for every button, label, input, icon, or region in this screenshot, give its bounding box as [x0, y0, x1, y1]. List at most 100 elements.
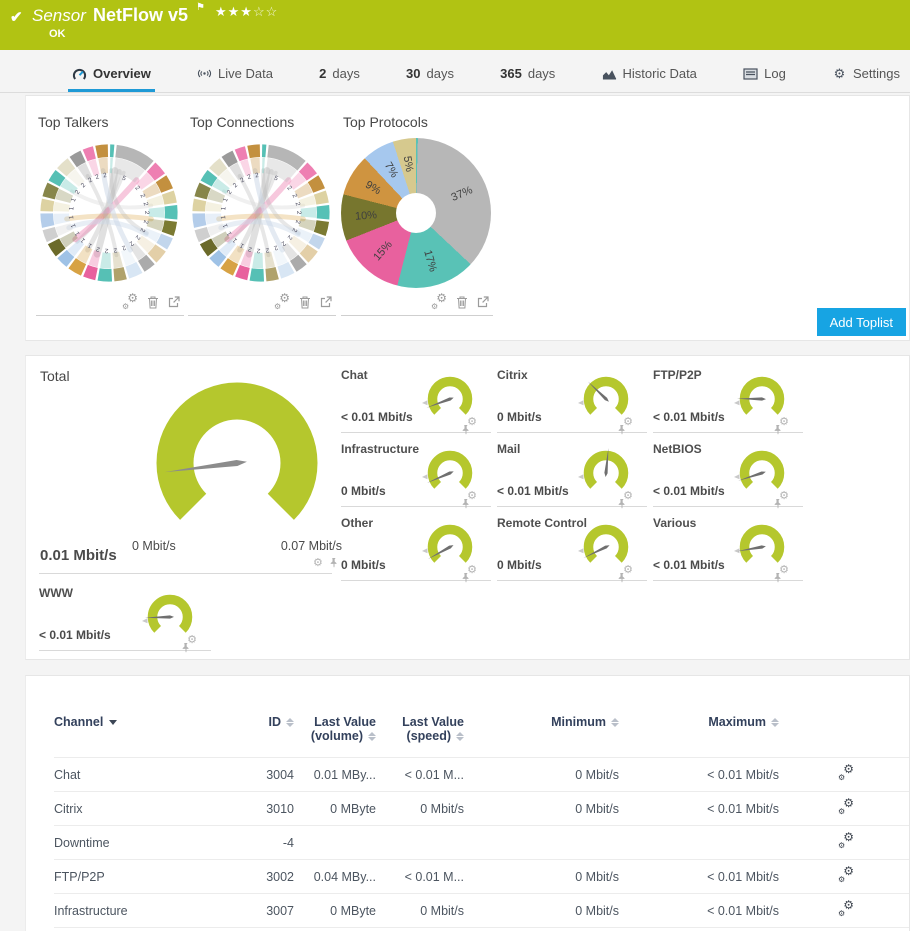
sort-desc-icon: [109, 720, 118, 726]
gauge-settings-icon[interactable]: ⚙: [467, 564, 477, 576]
overview-icon: [72, 66, 87, 81]
cell-id: 3007: [239, 893, 294, 928]
pie-slice-label: 7%: [381, 160, 400, 180]
svg-text:1: 1: [231, 236, 239, 244]
svg-text:1: 1: [220, 215, 227, 220]
stars-filled: ★★★: [215, 4, 253, 19]
cell-minimum: [464, 825, 619, 860]
svg-text:1: 1: [68, 215, 75, 220]
svg-text:2: 2: [294, 219, 302, 225]
gauge-settings-icon[interactable]: ⚙: [779, 564, 789, 576]
channel-settings-icon[interactable]: ⚙ ⚙: [838, 830, 854, 850]
svg-text:2: 2: [265, 246, 270, 254]
cell-last-speed: < 0.01 M...: [376, 757, 464, 792]
gauge-settings-icon[interactable]: ⚙: [779, 490, 789, 502]
gauge-pin-icon[interactable]: [329, 557, 339, 569]
column-header-minimum[interactable]: Minimum: [464, 711, 619, 758]
channel-settings-icon[interactable]: ⚙ ⚙: [838, 796, 854, 816]
tab-settings[interactable]: ⚙ Settings: [833, 66, 900, 81]
gauge-card-icons: ⚙: [618, 416, 639, 435]
gauge-card-chart: [142, 594, 193, 633]
gauge-card-title: Mail: [497, 442, 521, 456]
historic-data-icon: [602, 66, 617, 81]
table-row-infrastructure[interactable]: Infrastructure 3007 0 MByte 0 Mbit/s 0 Mbit/…: [54, 893, 909, 928]
channel-settings-icon[interactable]: ⚙ ⚙: [838, 762, 854, 782]
table-row-citrix[interactable]: Citrix 3010 0 MByte 0 Mbit/s 0 Mbit/s < 0.01 …: [54, 791, 909, 826]
gauge-card-chart: [422, 376, 473, 415]
gauge-card-value: 0 Mbit/s: [497, 410, 542, 424]
gauge-card-title: Citrix: [497, 368, 528, 382]
protocols-pie: 37% 17% 15% 10% 9% 7% 5%: [341, 138, 491, 288]
open-in-new-window-icon[interactable]: [320, 296, 332, 308]
gauge-settings-icon[interactable]: ⚙: [623, 416, 633, 428]
gauge-settings-icon[interactable]: ⚙: [623, 490, 633, 502]
open-in-new-window-icon[interactable]: [168, 296, 180, 308]
gauge-card-value: < 0.01 Mbit/s: [653, 484, 725, 498]
svg-text:2: 2: [226, 188, 234, 195]
gauge-card-title: Other: [341, 516, 374, 530]
gauge-settings-icon[interactable]: ⚙: [467, 490, 477, 502]
tab-2-days[interactable]: 2 days: [319, 66, 360, 81]
column-header-id[interactable]: ID: [239, 711, 294, 758]
open-in-new-window-icon[interactable]: [477, 296, 489, 308]
cell-maximum: < 0.01 Mbit/s: [619, 859, 779, 894]
gauge-card-chart: [578, 448, 629, 489]
cell-id: 3010: [239, 791, 294, 826]
column-header-maximum[interactable]: Maximum: [619, 711, 779, 758]
gauge-card-chat: Chat < 0.01 Mbit/s ⚙: [341, 366, 491, 435]
priority-stars[interactable]: ★★★☆☆: [215, 4, 278, 20]
svg-text:1: 1: [220, 206, 227, 211]
svg-text:1: 1: [70, 197, 78, 203]
gauge-settings-icon[interactable]: ⚙: [779, 416, 789, 428]
gauge-card-chart: [578, 524, 629, 563]
gauge-settings-icon[interactable]: ⚙: [187, 634, 197, 646]
table-row-downtime[interactable]: Downtime -4 ⚙ ⚙: [54, 825, 909, 860]
gauge-settings-icon[interactable]: ⚙: [623, 564, 633, 576]
column-header-last-value-volume-[interactable]: Last Value (volume): [310, 715, 376, 743]
gauge-card-netbios: NetBIOS < 0.01 Mbit/s ⚙: [653, 440, 803, 509]
trash-icon[interactable]: [456, 296, 468, 309]
column-header-channel[interactable]: Channel: [54, 711, 239, 758]
tab-historic-data[interactable]: Historic Data: [598, 60, 701, 92]
channel-settings-icon[interactable]: ⚙ ⚙: [838, 898, 854, 918]
svg-text:2: 2: [290, 193, 298, 200]
gauge-settings-icon[interactable]: ⚙: [313, 556, 323, 569]
toplist-settings-icon[interactable]: ⚙ ⚙: [122, 291, 138, 311]
tab-live-data[interactable]: Live Data: [193, 60, 277, 92]
channel-settings-icon[interactable]: ⚙ ⚙: [838, 864, 854, 884]
svg-text:2: 2: [95, 173, 101, 181]
column-header-last-value-speed-[interactable]: Last Value (speed): [402, 715, 464, 743]
toplist-settings-icon[interactable]: ⚙ ⚙: [274, 291, 290, 311]
tab-overview[interactable]: Overview: [68, 60, 155, 92]
svg-text:2: 2: [120, 244, 126, 252]
pie-slice-label: 9%: [363, 178, 383, 197]
log-icon: [743, 66, 758, 81]
cell-last-volume: 0.01 MBy...: [294, 757, 376, 792]
table-row-ftp-p2p[interactable]: FTP/P2P 3002 0.04 MBy... < 0.01 M... 0 Mbit/…: [54, 859, 909, 894]
total-gauge-chart: [156, 382, 318, 520]
gauge-card-title: Infrastructure: [341, 442, 420, 456]
sensor-name: NetFlow v5: [93, 5, 189, 25]
trash-icon[interactable]: [299, 296, 311, 309]
tab-log[interactable]: Log: [739, 60, 790, 92]
cell-last-volume: 0 MByte: [294, 893, 376, 928]
toplist-settings-icon[interactable]: ⚙ ⚙: [431, 291, 447, 311]
svg-text:1: 1: [225, 230, 233, 237]
pie-slice-label: 17%: [421, 248, 439, 274]
gauge-card-title: Various: [653, 516, 697, 530]
gauge-card-value: < 0.01 Mbit/s: [653, 410, 725, 424]
tab-30-days[interactable]: 30 days: [406, 66, 454, 81]
trash-icon[interactable]: [147, 296, 159, 309]
gauge-card-ftp-p2p: FTP/P2P < 0.01 Mbit/s ⚙: [653, 366, 803, 435]
gauge-settings-icon[interactable]: ⚙: [467, 416, 477, 428]
gauge-card-infrastructure: Infrastructure 0 Mbit/s ⚙: [341, 440, 491, 509]
sensor-type-label: Sensor: [32, 6, 86, 25]
top-protocols-chart: 37% 17% 15% 10% 9% 7% 5%: [341, 138, 491, 288]
add-toplist-button[interactable]: Add Toplist: [816, 308, 906, 336]
cell-maximum: [619, 825, 779, 860]
flag-icon[interactable]: ⚑: [196, 2, 205, 13]
tab-365-days[interactable]: 365 days: [500, 66, 556, 81]
cell-minimum: 0 Mbit/s: [464, 791, 619, 826]
table-row-chat[interactable]: Chat 3004 0.01 MBy... < 0.01 M... 0 Mbit/s < …: [54, 757, 909, 792]
